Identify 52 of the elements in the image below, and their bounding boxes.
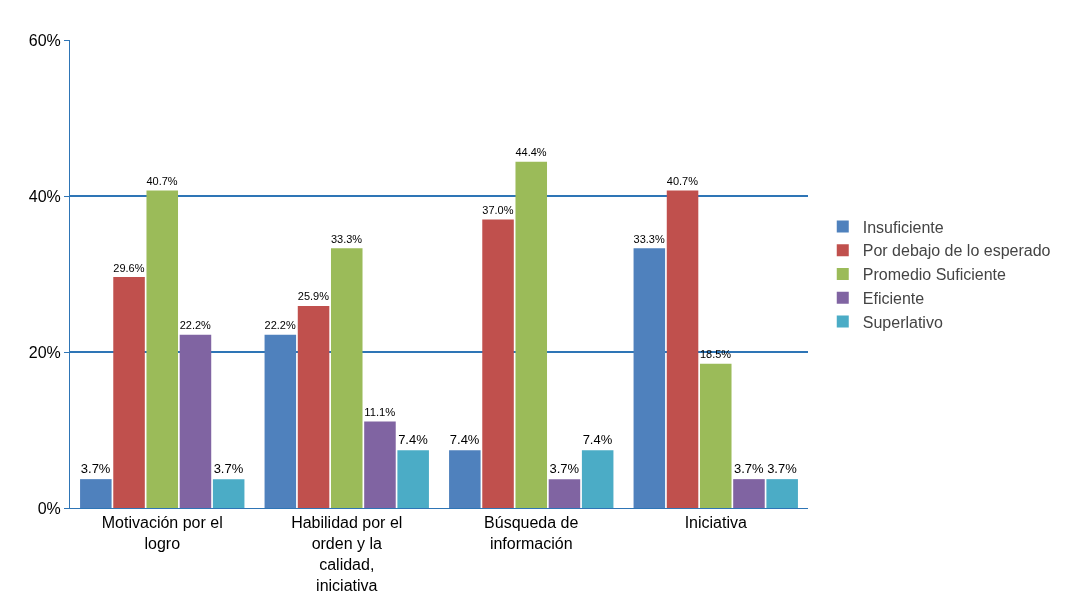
bar bbox=[699, 363, 732, 508]
x-tick-label: Iniciativa bbox=[684, 514, 747, 532]
bar bbox=[548, 479, 581, 508]
legend-label: Eficiente bbox=[862, 290, 925, 308]
legend-label: Promedio Suficiente bbox=[862, 266, 1007, 284]
bar bbox=[212, 479, 245, 508]
legend-label: Superlativo bbox=[862, 313, 943, 331]
y-tick-label: 60% bbox=[28, 31, 61, 49]
data-label: 3.7% bbox=[213, 461, 244, 477]
bar bbox=[733, 479, 765, 508]
data-label: 3.7% bbox=[767, 461, 798, 477]
data-label: 3.7% bbox=[733, 461, 764, 477]
legend-label: Insuficiente bbox=[862, 218, 944, 236]
data-label: 3.7% bbox=[80, 461, 111, 477]
bar bbox=[146, 190, 179, 508]
bar bbox=[581, 450, 614, 508]
bar bbox=[297, 305, 330, 508]
bar bbox=[179, 334, 212, 508]
bar bbox=[397, 450, 429, 508]
y-tick-label: 40% bbox=[28, 187, 61, 205]
data-label: 7.4% bbox=[582, 432, 613, 448]
x-tick-label: Búsqueda de información bbox=[484, 514, 579, 552]
bar bbox=[449, 450, 481, 508]
data-label: 7.4% bbox=[398, 432, 429, 448]
y-tick-label: 20% bbox=[28, 343, 61, 361]
bar bbox=[364, 421, 396, 508]
data-label: 37.0% bbox=[482, 203, 514, 216]
bar bbox=[80, 479, 112, 508]
bar bbox=[515, 161, 548, 508]
y-tick-label: 0% bbox=[37, 499, 61, 517]
data-label: 40.7% bbox=[666, 175, 699, 187]
bar bbox=[264, 334, 297, 508]
legend-label: Por debajo de lo esperado bbox=[862, 242, 1051, 260]
data-label: 33.3% bbox=[633, 232, 665, 245]
bar bbox=[482, 219, 514, 508]
data-label: 3.7% bbox=[549, 461, 580, 477]
data-label: 44.4% bbox=[515, 146, 547, 159]
data-label: 11.1% bbox=[364, 405, 396, 418]
data-label: 7.4% bbox=[449, 432, 480, 448]
data-label: 40.7% bbox=[146, 175, 178, 187]
data-label: 33.3% bbox=[330, 232, 363, 245]
bar bbox=[766, 479, 798, 508]
x-tick-label: Habilidad por el orden y la calidad, iniciativa bbox=[291, 514, 403, 594]
data-label: 29.6% bbox=[113, 261, 145, 274]
x-tick-label: Motivación por el logro bbox=[101, 514, 223, 552]
data-label: 22.2% bbox=[264, 319, 296, 332]
data-label: 22.2% bbox=[179, 319, 212, 332]
bar bbox=[633, 248, 666, 508]
bar bbox=[666, 190, 699, 508]
data-label: 25.9% bbox=[297, 290, 330, 303]
bar bbox=[113, 277, 145, 508]
bar bbox=[330, 248, 363, 508]
